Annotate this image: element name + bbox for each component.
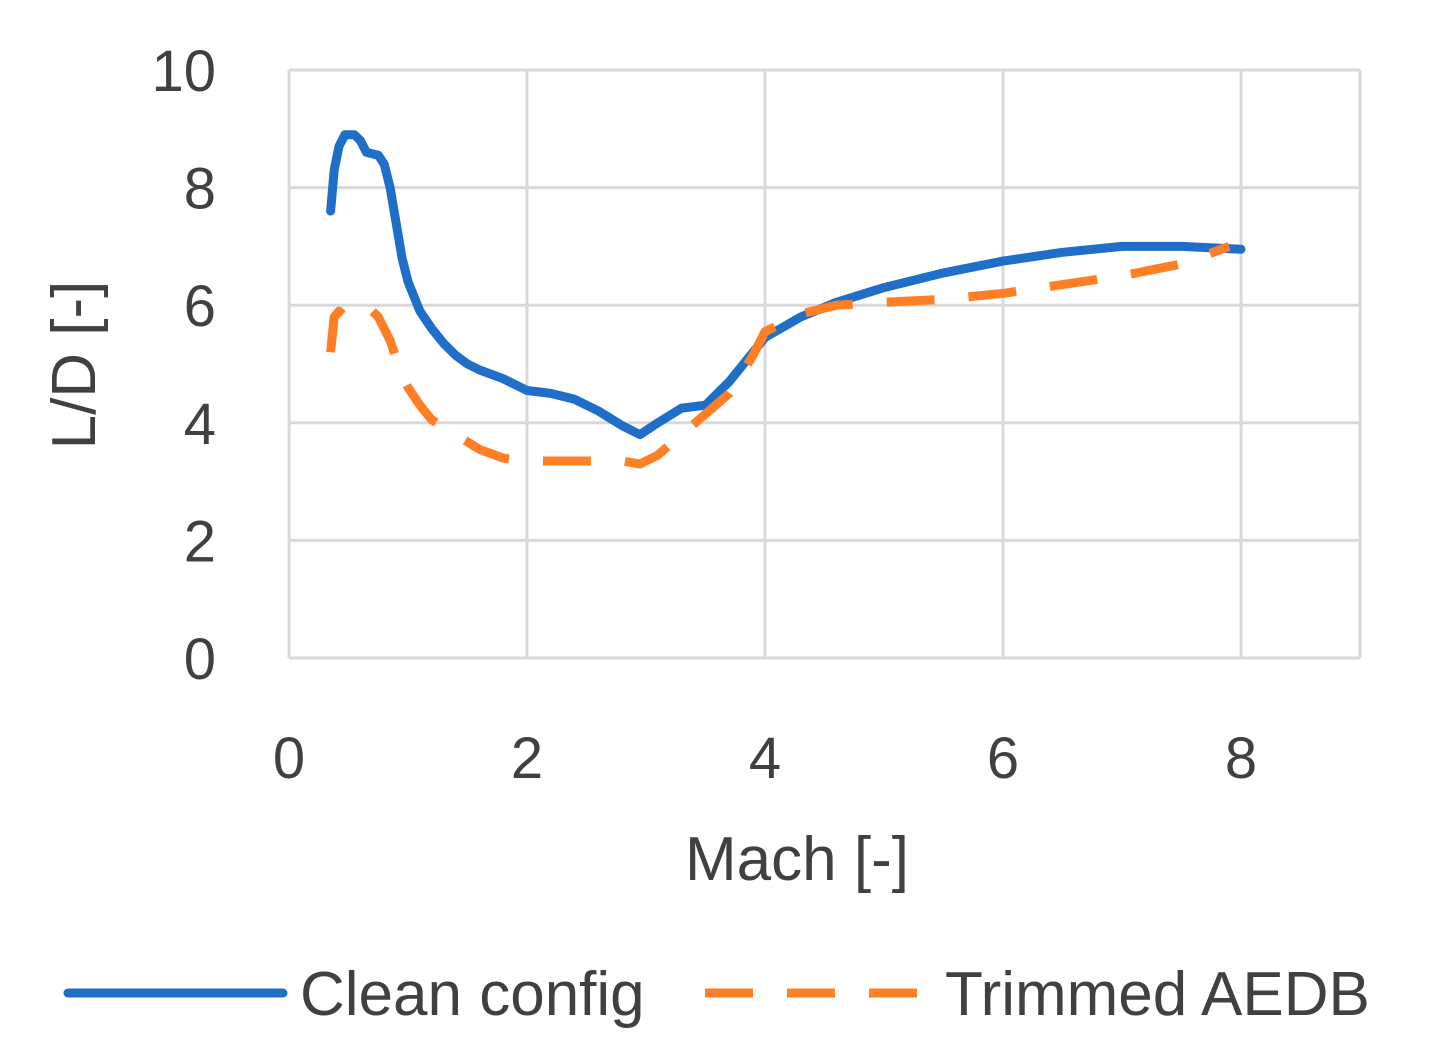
grid-lines bbox=[287, 68, 1362, 660]
x-tick-label: 0 bbox=[273, 726, 305, 791]
series-line-trimmed-aedb bbox=[326, 242, 1231, 469]
x-tick-label: 8 bbox=[1225, 726, 1257, 791]
y-tick-label: 0 bbox=[184, 627, 216, 692]
x-tick-label: 2 bbox=[511, 726, 543, 791]
series-line-clean-config bbox=[326, 130, 1246, 440]
y-tick-label: 6 bbox=[184, 274, 216, 339]
legend: Clean config Trimmed AEDB bbox=[63, 960, 1370, 1029]
y-tick-label: 2 bbox=[184, 509, 216, 574]
x-axis-title: Mach [-] bbox=[685, 825, 909, 894]
x-tick-label: 4 bbox=[749, 726, 781, 791]
y-tick-label: 10 bbox=[151, 39, 216, 104]
legend-label-clean-config: Clean config bbox=[300, 960, 645, 1029]
tick-labels: 0 2 4 6 8 0 2 4 6 8 10 bbox=[151, 39, 1257, 791]
y-tick-label: 8 bbox=[184, 157, 216, 222]
legend-label-trimmed-aedb: Trimmed AEDB bbox=[945, 960, 1370, 1029]
y-axis-title: L/D [-] bbox=[40, 281, 109, 450]
x-tick-label: 6 bbox=[987, 726, 1019, 791]
series-layer bbox=[326, 130, 1246, 469]
y-tick-label: 4 bbox=[184, 392, 216, 457]
